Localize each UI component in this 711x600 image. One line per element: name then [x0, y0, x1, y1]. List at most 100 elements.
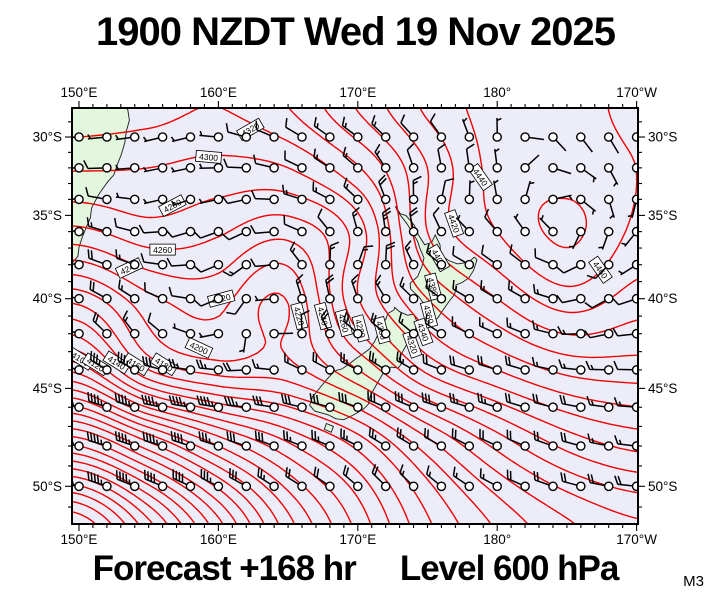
wind-barb	[532, 284, 550, 299]
lon-label-top: 170°W	[616, 85, 657, 100]
wind-barb	[368, 427, 383, 445]
wind-barb	[368, 350, 383, 369]
station-circle	[436, 441, 447, 451]
station-circle	[297, 402, 307, 413]
wind-barb	[375, 274, 385, 296]
station-circle	[269, 328, 279, 339]
contour-level-3860	[72, 452, 196, 524]
wind-barb	[283, 215, 299, 231]
station-circle	[352, 259, 363, 270]
forecast-hour-label: Forecast +168 hr	[92, 549, 357, 588]
wind-barb	[85, 187, 104, 200]
station-circle	[129, 365, 140, 375]
station-circle	[603, 162, 614, 173]
station-circle	[492, 226, 503, 237]
sea-background	[72, 108, 638, 524]
wind-barb	[114, 431, 132, 446]
wind-barb	[480, 244, 495, 264]
station-circle	[492, 293, 503, 304]
contour-level-4220	[72, 259, 576, 524]
wind-barb	[618, 266, 634, 276]
wind-barb	[494, 148, 500, 164]
station-circle	[297, 293, 307, 304]
footer-caption: Forecast +168 hr Level 600 hPa	[0, 549, 711, 589]
wind-barb	[285, 118, 299, 136]
wind-barb	[281, 184, 299, 199]
contour-level-4000	[72, 397, 296, 524]
wind-barb	[199, 163, 215, 170]
station-circle	[157, 481, 168, 492]
wind-barb	[312, 181, 327, 199]
wind-barb	[225, 122, 243, 137]
station-circle	[408, 441, 419, 451]
wind-barb	[611, 297, 634, 306]
wind-barb	[320, 309, 329, 331]
station-circle	[325, 132, 335, 142]
station-circle	[241, 402, 252, 413]
station-circle	[380, 293, 391, 304]
wind-barb	[168, 395, 187, 408]
station-circle	[352, 328, 363, 339]
station-circle	[603, 194, 614, 205]
station-circle	[297, 328, 307, 339]
station-circle	[380, 194, 391, 205]
station-circle	[576, 194, 586, 205]
station-circle	[269, 194, 279, 205]
station-circle	[129, 481, 140, 492]
wind-barb	[122, 310, 133, 332]
wind-barb	[313, 148, 327, 167]
wind-barb	[583, 169, 597, 183]
station-circle	[408, 481, 419, 492]
station-circle	[436, 402, 447, 413]
axis-labels: 150°E 150°E 160°E 160°E 170°E 170°E 180° 180° 17…	[33, 85, 678, 547]
wind-barb	[92, 311, 105, 332]
wind-barb	[367, 390, 383, 407]
station-circle	[74, 328, 84, 339]
station-circle	[241, 226, 252, 237]
station-circle	[408, 328, 419, 339]
wind-barb	[83, 160, 103, 170]
wind-barb	[147, 312, 161, 332]
station-circle	[464, 365, 475, 375]
wind-barb	[342, 146, 356, 166]
station-circle	[157, 441, 168, 451]
station-circle	[325, 194, 335, 205]
wind-barb	[569, 234, 580, 250]
station-circle	[548, 162, 558, 173]
wind-barb	[396, 427, 411, 445]
wind-barb	[300, 309, 310, 330]
station-circle	[269, 365, 279, 375]
lon-label-bottom: 180°	[483, 532, 511, 547]
station-circle	[520, 293, 530, 304]
wind-barb	[89, 351, 104, 369]
station-circle	[603, 226, 614, 237]
station-circle	[297, 365, 307, 375]
wind-barb	[195, 359, 215, 371]
wind-barb	[144, 282, 160, 298]
wind-barb	[558, 359, 577, 371]
wind-barb	[509, 244, 523, 263]
station-circle	[408, 162, 419, 173]
wind-barb	[534, 248, 550, 264]
station-circle	[576, 162, 586, 173]
station-circle	[102, 259, 112, 270]
station-circle	[213, 293, 224, 304]
station-circle	[436, 194, 447, 205]
lon-label-top: 150°E	[61, 85, 98, 100]
station-circle	[129, 194, 140, 205]
lat-label-left: 35°S	[33, 208, 62, 223]
wind-barb	[342, 465, 356, 485]
map-inner: 4300432042804260424042204200410041204140…	[72, 108, 638, 524]
svg-text:4220: 4220	[292, 306, 307, 327]
station-circle	[241, 441, 252, 451]
station-circle	[269, 259, 279, 270]
station-circle	[297, 132, 307, 142]
station-circle	[129, 226, 140, 237]
station-circle	[185, 132, 196, 142]
station-circle	[213, 259, 224, 270]
wind-barb	[587, 473, 605, 487]
station-circle	[548, 441, 558, 451]
station-circle	[74, 365, 84, 375]
wind-barb	[429, 113, 440, 135]
lon-label-top: 160°E	[200, 85, 237, 100]
